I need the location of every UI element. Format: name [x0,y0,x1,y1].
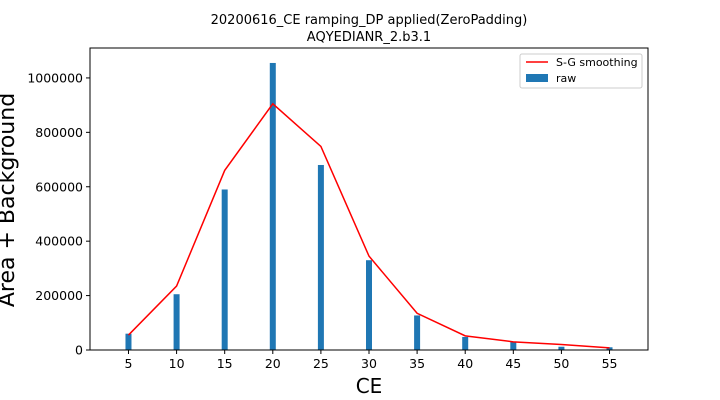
x-tick-label-5: 5 [125,356,133,371]
bar-raw-20 [269,62,276,351]
x-tick-label-20: 20 [265,356,281,371]
x-tick-label-10: 10 [169,356,185,371]
chart-title-line2: AQYEDIANR_2.b3.1 [307,30,431,45]
legend-label-smoothing: S-G smoothing [556,56,638,69]
y-tick-label-0: 0 [75,343,83,358]
y-tick-label-1000000: 1000000 [27,70,83,85]
y-tick-label-600000: 600000 [35,179,83,194]
x-tick-label-35: 35 [409,356,425,371]
bar-raw-45 [510,341,517,350]
x-tick-label-50: 50 [553,356,569,371]
y-axis-label: Area + Background [0,93,20,307]
x-tick-label-15: 15 [217,356,233,371]
bar-raw-55 [606,347,613,350]
bar-raw-30 [366,260,372,350]
bar-raw-25 [317,164,324,350]
x-tick-label-55: 55 [602,356,618,371]
legend-label-raw: raw [556,72,576,85]
bar-raw-40 [462,336,469,350]
y-tick-label-200000: 200000 [35,288,83,303]
chart-title-line1: 20200616_CE ramping_DP applied(ZeroPaddi… [211,13,528,28]
x-tick-label-25: 25 [313,356,329,371]
legend: S-G smoothing raw [519,53,643,89]
x-tick-label-40: 40 [457,356,473,371]
bar-raw-15 [221,189,228,350]
y-tick-label-400000: 400000 [35,234,83,249]
bar-raw-10 [173,294,180,350]
bar-raw-35 [414,315,421,350]
x-axis-label: CE [356,374,383,398]
x-tick-label-30: 30 [361,356,377,371]
x-tick-label-45: 45 [505,356,521,371]
plot-area: 5 10 15 20 25 30 35 40 45 50 55 0 200000 400000 600000… [27,47,649,371]
legend-bar-swatch [526,74,548,82]
y-tick-label-800000: 800000 [35,125,83,140]
bar-raw-50 [558,346,565,350]
bar-raw-5 [125,333,132,350]
legend-frame [519,53,643,89]
line-sg-smoothing [127,102,610,349]
